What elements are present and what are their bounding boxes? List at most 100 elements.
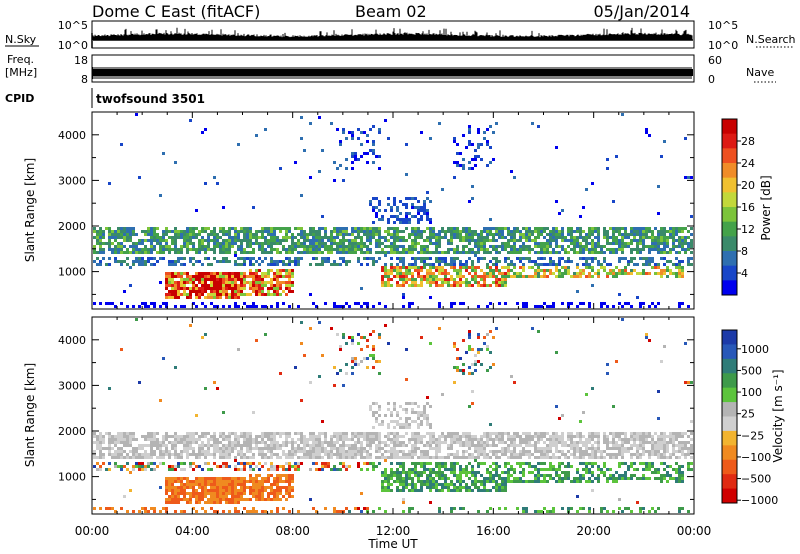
velocity-cell xyxy=(420,465,423,468)
power-cell xyxy=(321,260,324,263)
power-cell xyxy=(471,284,474,287)
velocity-cell xyxy=(156,465,159,468)
velocity-cell xyxy=(294,468,297,471)
velocity-cell xyxy=(420,471,423,474)
velocity-cell xyxy=(261,441,264,444)
velocity-cell xyxy=(234,507,237,510)
velocity-cell xyxy=(186,444,189,447)
velocity-cell xyxy=(225,483,228,486)
velocity-cell xyxy=(417,474,420,477)
power-cell xyxy=(288,245,291,248)
power-cell xyxy=(147,248,150,251)
power-cell xyxy=(222,290,225,293)
velocity-cell xyxy=(276,507,279,510)
power-cell xyxy=(240,272,243,275)
velocity-cell xyxy=(429,468,432,471)
power-cell xyxy=(189,248,192,251)
power-cell xyxy=(567,260,570,263)
power-cell xyxy=(405,203,408,206)
velocity-cell xyxy=(249,456,252,459)
power-cell xyxy=(435,284,438,287)
velocity-cell xyxy=(303,447,306,450)
velocity-cell xyxy=(171,501,174,504)
velocity-cell xyxy=(198,438,201,441)
power-cell xyxy=(153,248,156,251)
velocity-cell xyxy=(345,372,348,375)
velocity-cell xyxy=(432,432,435,435)
power-cell xyxy=(336,263,339,266)
power-cell xyxy=(108,248,111,251)
velocity-cell xyxy=(312,456,315,459)
velocity-cell xyxy=(396,432,399,435)
power-cell xyxy=(687,263,690,266)
velocity-cell xyxy=(279,432,282,435)
velocity-cell xyxy=(396,453,399,456)
power-cell xyxy=(324,260,327,263)
power-cell xyxy=(480,257,483,260)
velocity-cell xyxy=(162,453,165,456)
power-cell xyxy=(213,230,216,233)
velocity-cell xyxy=(237,489,240,492)
power-cell xyxy=(501,281,504,284)
power-cell xyxy=(543,242,546,245)
power-cell xyxy=(540,245,543,248)
velocity-cell xyxy=(393,432,396,435)
velocity-cell xyxy=(459,435,462,438)
velocity-cell xyxy=(360,456,363,459)
velocity-cell xyxy=(369,333,372,336)
velocity-cell xyxy=(474,447,477,450)
power-cell xyxy=(228,281,231,284)
velocity-cell xyxy=(396,444,399,447)
velocity-cell xyxy=(336,435,339,438)
velocity-cell xyxy=(408,468,411,471)
velocity-cell xyxy=(390,471,393,474)
power-cell xyxy=(321,242,324,245)
power-cell xyxy=(363,233,366,236)
velocity-cell xyxy=(384,474,387,477)
power-cell xyxy=(276,284,279,287)
power-cell xyxy=(603,227,606,230)
power-cell xyxy=(108,257,111,260)
velocity-cell xyxy=(468,444,471,447)
power-cell xyxy=(216,296,219,299)
velocity-cell xyxy=(279,480,282,483)
velocity-cell xyxy=(222,432,225,435)
velocity-cell xyxy=(258,468,261,471)
velocity-cell xyxy=(147,438,150,441)
power-cell xyxy=(270,239,273,242)
power-cell xyxy=(108,230,111,233)
power-cell xyxy=(690,215,693,218)
power-cell xyxy=(99,227,102,230)
velocity-cell xyxy=(198,453,201,456)
power-cell xyxy=(312,230,315,233)
velocity-cell xyxy=(459,507,462,510)
velocity-cell xyxy=(354,357,357,360)
velocity-cell xyxy=(186,501,189,504)
velocity-cell xyxy=(459,483,462,486)
velocity-cell xyxy=(117,435,120,438)
velocity-cell xyxy=(192,495,195,498)
power-cell xyxy=(486,164,489,167)
velocity-cell xyxy=(204,432,207,435)
power-cell xyxy=(546,233,549,236)
power-cell xyxy=(285,233,288,236)
velocity-cell xyxy=(243,435,246,438)
velocity-cell xyxy=(144,510,147,513)
power-cell xyxy=(576,227,579,230)
velocity-cell xyxy=(156,456,159,459)
velocity-cell xyxy=(219,477,222,480)
power-cell xyxy=(585,257,588,260)
power-cell xyxy=(444,260,447,263)
velocity-cell xyxy=(192,492,195,495)
power-cell xyxy=(486,239,489,242)
velocity-cell xyxy=(540,432,543,435)
velocity-cell xyxy=(447,444,450,447)
power-cell xyxy=(648,305,651,308)
power-cell xyxy=(243,281,246,284)
power-cell xyxy=(279,260,282,263)
power-cell xyxy=(579,269,582,272)
velocity-cell xyxy=(243,465,246,468)
power-cell xyxy=(489,218,492,221)
velocity-cell xyxy=(396,480,399,483)
power-cell xyxy=(537,272,540,275)
